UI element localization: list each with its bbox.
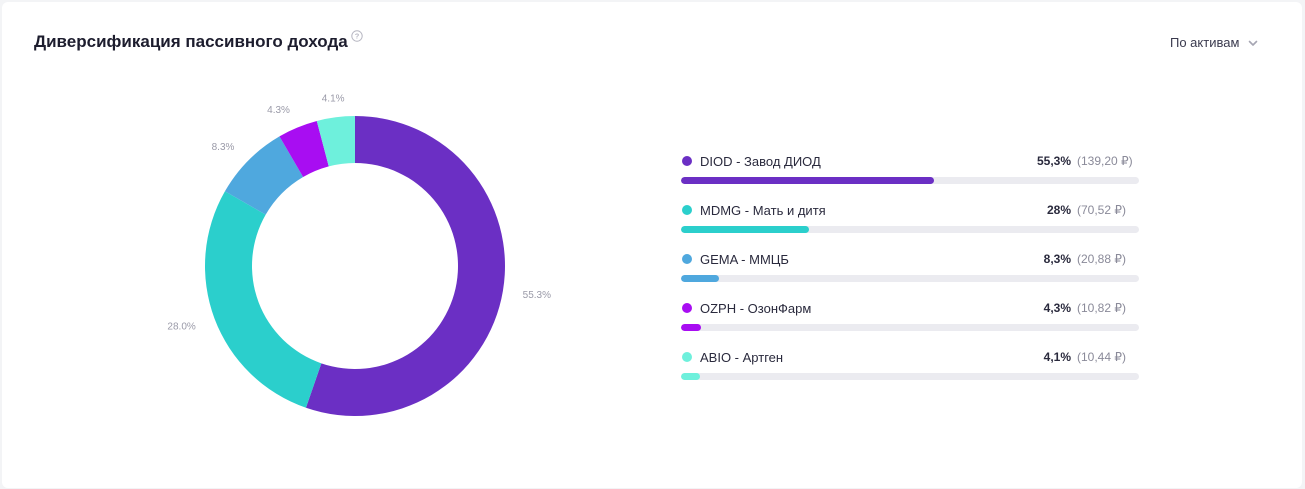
legend-row: GEMA - ММЦБ 8,3% (20,88 ₽): [681, 250, 1139, 268]
legend-item[interactable]: DIOD - Завод ДИОД 55,3% (139,20 ₽): [681, 152, 1139, 201]
legend-amount: (70,52 ₽): [1077, 203, 1126, 217]
legend-percent: 4,3%: [1043, 301, 1071, 315]
chevron-down-icon: [1249, 40, 1258, 46]
donut-data-label-3: 4.3%: [267, 105, 290, 116]
card-title-wrap: Диверсификация пассивного дохода ?: [34, 30, 363, 52]
legend-percent: 8,3%: [1043, 252, 1071, 266]
donut-data-label-0: 55.3%: [523, 290, 551, 301]
legend-progress-track: [681, 373, 1139, 380]
legend-row: MDMG - Мать и дитя 28% (70,52 ₽): [681, 201, 1139, 219]
legend-progress-track: [681, 177, 1139, 184]
legend-item[interactable]: GEMA - ММЦБ 8,3% (20,88 ₽): [681, 250, 1139, 299]
donut-data-label-2: 8.3%: [212, 142, 235, 153]
donut-data-label-4: 4.1%: [322, 93, 345, 104]
group-by-dropdown[interactable]: По активам: [1170, 35, 1259, 50]
svg-text:?: ?: [354, 32, 359, 41]
legend-color-dot: [682, 303, 692, 313]
donut-slice-0[interactable]: [305, 116, 505, 416]
legend-progress-fill: [681, 373, 700, 380]
legend-name: DIOD - Завод ДИОД: [700, 153, 821, 169]
legend-item[interactable]: ABIO - Артген 4,1% (10,44 ₽): [681, 348, 1139, 397]
legend-color-dot: [682, 254, 692, 264]
legend-progress-fill: [681, 324, 701, 331]
legend-item[interactable]: MDMG - Мать и дитя 28% (70,52 ₽): [681, 201, 1139, 250]
legend-amount: (10,44 ₽): [1077, 350, 1126, 364]
card-title: Диверсификация пассивного дохода: [34, 32, 348, 51]
donut-slice-3[interactable]: [279, 120, 329, 178]
legend-row: OZPH - ОзонФарм 4,3% (10,82 ₽): [681, 299, 1139, 317]
donut-chart: 55.3% 28.0% 8.3% 4.3% 4.1%: [167, 93, 551, 416]
legend-amount: (20,88 ₽): [1077, 252, 1126, 266]
legend-percent: 55,3%: [1036, 154, 1071, 168]
legend-name: OZPH - ОзонФарм: [700, 300, 812, 316]
legend-name: GEMA - ММЦБ: [700, 251, 789, 267]
legend-percent: 28%: [1046, 203, 1071, 217]
legend-progress-track: [681, 226, 1139, 233]
legend-color-dot: [682, 156, 692, 166]
legend-item[interactable]: OZPH - ОзонФарм 4,3% (10,82 ₽): [681, 299, 1139, 348]
question-circle-icon[interactable]: ?: [351, 30, 363, 42]
legend-row: ABIO - Артген 4,1% (10,44 ₽): [681, 348, 1139, 366]
legend-progress-track: [681, 324, 1139, 331]
legend-row: DIOD - Завод ДИОД 55,3% (139,20 ₽): [681, 152, 1139, 170]
legend-name: MDMG - Мать и дитя: [700, 202, 826, 218]
legend-progress-fill: [681, 226, 810, 233]
donut-slice-2[interactable]: [224, 136, 304, 215]
legend-list: DIOD - Завод ДИОД 55,3% (139,20 ₽) MDMG - М…: [681, 152, 1139, 397]
legend-color-dot: [682, 352, 692, 362]
legend-name: ABIO - Артген: [700, 349, 784, 365]
legend-progress-track: [681, 275, 1139, 282]
donut-data-label-1: 28.0%: [167, 322, 195, 333]
group-by-label: По активам: [1170, 35, 1240, 50]
legend-amount: (139,20 ₽): [1077, 154, 1133, 168]
legend-progress-fill: [681, 275, 719, 282]
legend-percent: 4,1%: [1043, 350, 1071, 364]
donut-slice-1[interactable]: [204, 191, 322, 408]
legend-progress-fill: [681, 177, 935, 184]
legend-amount: (10,82 ₽): [1077, 301, 1126, 315]
legend-color-dot: [682, 205, 692, 215]
donut-slice-4[interactable]: [316, 116, 355, 167]
